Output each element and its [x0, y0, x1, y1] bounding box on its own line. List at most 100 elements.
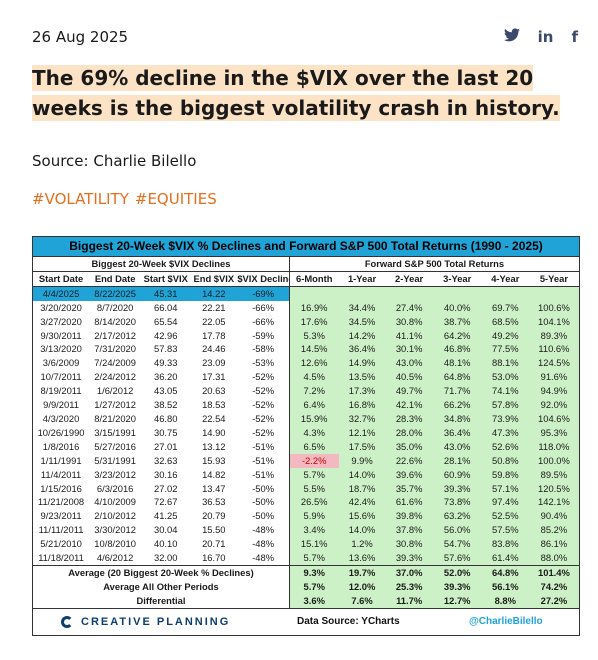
table-cell: 43.0%: [432, 439, 482, 454]
table-cell: 3/23/2012: [94, 468, 136, 480]
table-cell: 14.90: [202, 426, 226, 438]
summary-label: Average All Other Periods: [103, 580, 219, 592]
table-cell: 104.1%: [528, 314, 579, 329]
table-cell: 88.1%: [481, 356, 529, 371]
table-cell: -52%: [252, 412, 275, 424]
table-cell: 49.7%: [385, 384, 433, 399]
table-cell: 5/31/1991: [94, 454, 136, 466]
table-cell: 34.4%: [338, 300, 386, 315]
linkedin-icon[interactable]: in: [537, 28, 554, 46]
table-cell: 54.7%: [432, 537, 482, 552]
table-cell: 57.5%: [481, 523, 529, 538]
summary-cell: 52.0%: [432, 564, 482, 580]
tag-volatility[interactable]: #VOLATILITY: [32, 190, 129, 208]
table-cell: -51%: [252, 440, 275, 452]
table-cell: 73.8%: [432, 495, 482, 510]
table-cell: -52%: [252, 426, 275, 438]
table-footer: CREATIVE PLANNING Data Source: YCharts @…: [33, 607, 579, 635]
table-row: 11/11/2011 3/30/2012 30.04 15.50 -48% 3.4% 14.…: [33, 523, 579, 538]
table-cell: -52%: [252, 371, 275, 383]
article-date: 26 Aug 2025: [32, 28, 129, 46]
table-cell: 9/9/2011: [43, 399, 79, 411]
tag-equities[interactable]: #EQUITIES: [134, 190, 217, 208]
summary-cell: 9.3%: [288, 564, 339, 580]
table-cell: 36.53: [202, 496, 226, 508]
vix-declines-table: Biggest 20-Week $VIX % Declines and Forw…: [32, 236, 580, 636]
twitter-icon[interactable]: [503, 28, 520, 46]
table-cell: 8/14/2020: [94, 315, 136, 327]
table-cell: 104.6%: [528, 411, 579, 426]
table-cell: -50%: [252, 496, 275, 508]
table-cell: 24.46: [202, 343, 226, 355]
table-cell: 120.5%: [528, 481, 579, 496]
table-cell: 36.4%: [432, 425, 482, 440]
summary-row: Differential 3.6% 7.6% 11.7% 12.7% 8.8% 27.2%: [33, 593, 579, 608]
table-cell: 14.22: [190, 286, 238, 301]
table-cell: 8/22/2025: [89, 286, 142, 301]
table-row-current: 4/4/2025 8/22/2025 45.31 14.22 -69%: [33, 286, 579, 301]
table-cell: 46.80: [153, 412, 178, 424]
table-cell: 9/23/2011: [40, 510, 82, 522]
table-cell: 15.93: [202, 454, 226, 466]
table-cell: 13.12: [202, 440, 226, 452]
table-cell: 56.0%: [432, 523, 482, 538]
table-row: 11/4/2011 3/23/2012 30.16 14.82 -51% 5.7% 14.0…: [33, 467, 579, 482]
table-cell: 92.0%: [528, 398, 579, 412]
table-cell: 57.6%: [432, 551, 482, 566]
table-cell: 26.5%: [288, 495, 339, 510]
table-cell: 48.1%: [432, 356, 482, 371]
table-cell: 15.6%: [338, 509, 386, 524]
table-cell: 42.1%: [385, 398, 433, 412]
summary-cell: 7.6%: [338, 593, 386, 608]
table-cell: 35.7%: [385, 481, 433, 496]
table-cell: 10/7/2011: [40, 371, 82, 383]
table-cell: 88.0%: [528, 551, 579, 566]
table-row: 5/21/2010 10/8/2010 40.10 20.71 -48% 15.1% 1.2…: [33, 537, 579, 552]
table-cell: 32.00: [153, 552, 178, 564]
column-header: End $VIX: [190, 271, 238, 287]
table-cell: 61.4%: [481, 551, 529, 566]
table-cell: 20.71: [202, 538, 226, 550]
table-cell: 16.9%: [288, 300, 339, 315]
table-cell: 90.4%: [528, 509, 579, 524]
table-cell: 1.2%: [338, 537, 386, 552]
table-cell: 27.02: [153, 482, 178, 494]
table-cell: 28.1%: [432, 453, 482, 468]
table-cell: 32.63: [153, 454, 178, 466]
summary-cell: 12.0%: [338, 579, 386, 594]
social-share-bar: in f: [503, 28, 578, 46]
column-header: 2-Year: [385, 271, 433, 287]
table-cell: 22.21: [202, 301, 226, 313]
table-cell: -2.2%: [288, 453, 339, 468]
tag-list: #VOLATILITY #EQUITIES: [32, 190, 223, 208]
table-cell: 32.7%: [338, 411, 386, 426]
table-cell: 39.8%: [385, 509, 433, 524]
table-cell: 30.8%: [385, 537, 433, 552]
table-cell: 22.05: [202, 315, 226, 327]
table-cell: 5.7%: [288, 467, 339, 482]
summary-cell: 27.2%: [528, 593, 579, 608]
table-cell: 91.6%: [528, 370, 579, 385]
table-cell: 124.5%: [528, 356, 579, 371]
table-cell: 7/24/2009: [94, 357, 136, 369]
brand-mark-icon: [61, 615, 73, 628]
table-cell: 17.31: [202, 371, 226, 383]
table-cell: 49.33: [153, 357, 178, 369]
left-group-header: Biggest 20-Week $VIX Declines: [33, 257, 290, 272]
author-handle[interactable]: @CharlieBilello: [469, 616, 543, 628]
table-cell: 97.4%: [481, 495, 529, 510]
table-cell: 94.9%: [528, 384, 579, 399]
table-cell: 9/30/2011: [40, 329, 82, 341]
facebook-icon[interactable]: f: [571, 28, 578, 46]
table-cell: 30.75: [153, 426, 178, 438]
column-header: 4-Year: [481, 271, 529, 287]
table-cell: 6.5%: [288, 439, 339, 454]
table-cell: [385, 286, 433, 301]
table-cell: 15.1%: [288, 537, 339, 552]
table-cell: 83.8%: [481, 537, 529, 552]
table-cell: 18.7%: [338, 481, 386, 496]
table-cell: 4.5%: [288, 370, 339, 385]
table-cell: 100.0%: [528, 453, 579, 468]
table-cell: 63.2%: [432, 509, 482, 524]
brand-name: CREATIVE PLANNING: [81, 615, 231, 628]
